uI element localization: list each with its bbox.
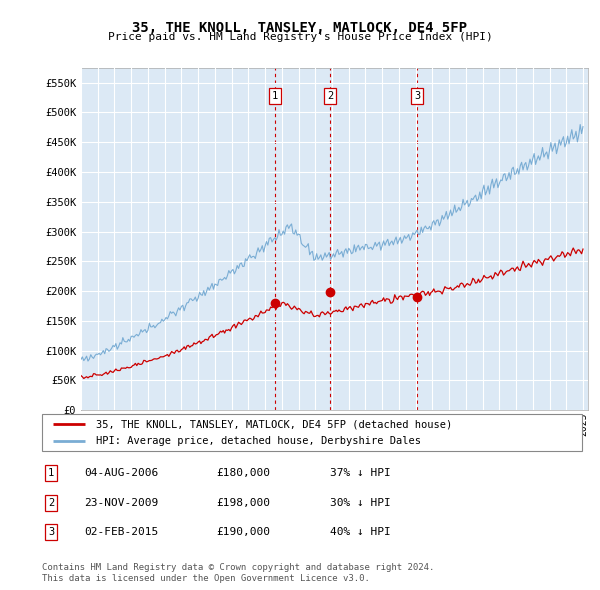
Text: 23-NOV-2009: 23-NOV-2009 bbox=[84, 498, 158, 507]
Text: 3: 3 bbox=[414, 91, 420, 101]
Text: 02-FEB-2015: 02-FEB-2015 bbox=[84, 527, 158, 537]
Text: Price paid vs. HM Land Registry's House Price Index (HPI): Price paid vs. HM Land Registry's House … bbox=[107, 32, 493, 42]
Text: 40% ↓ HPI: 40% ↓ HPI bbox=[330, 527, 391, 537]
Text: Contains HM Land Registry data © Crown copyright and database right 2024.: Contains HM Land Registry data © Crown c… bbox=[42, 563, 434, 572]
Text: 2: 2 bbox=[327, 91, 334, 101]
Text: 2: 2 bbox=[48, 498, 54, 507]
FancyBboxPatch shape bbox=[42, 414, 582, 451]
Text: 37% ↓ HPI: 37% ↓ HPI bbox=[330, 468, 391, 478]
Text: 04-AUG-2006: 04-AUG-2006 bbox=[84, 468, 158, 478]
Text: £190,000: £190,000 bbox=[216, 527, 270, 537]
Text: 30% ↓ HPI: 30% ↓ HPI bbox=[330, 498, 391, 507]
Text: 1: 1 bbox=[272, 91, 278, 101]
Text: This data is licensed under the Open Government Licence v3.0.: This data is licensed under the Open Gov… bbox=[42, 573, 370, 583]
Text: 3: 3 bbox=[48, 527, 54, 537]
Text: HPI: Average price, detached house, Derbyshire Dales: HPI: Average price, detached house, Derb… bbox=[96, 437, 421, 446]
Text: 35, THE KNOLL, TANSLEY, MATLOCK, DE4 5FP: 35, THE KNOLL, TANSLEY, MATLOCK, DE4 5FP bbox=[133, 21, 467, 35]
Text: 35, THE KNOLL, TANSLEY, MATLOCK, DE4 5FP (detached house): 35, THE KNOLL, TANSLEY, MATLOCK, DE4 5FP… bbox=[96, 419, 452, 429]
Text: £180,000: £180,000 bbox=[216, 468, 270, 478]
Text: £198,000: £198,000 bbox=[216, 498, 270, 507]
Text: 1: 1 bbox=[48, 468, 54, 478]
